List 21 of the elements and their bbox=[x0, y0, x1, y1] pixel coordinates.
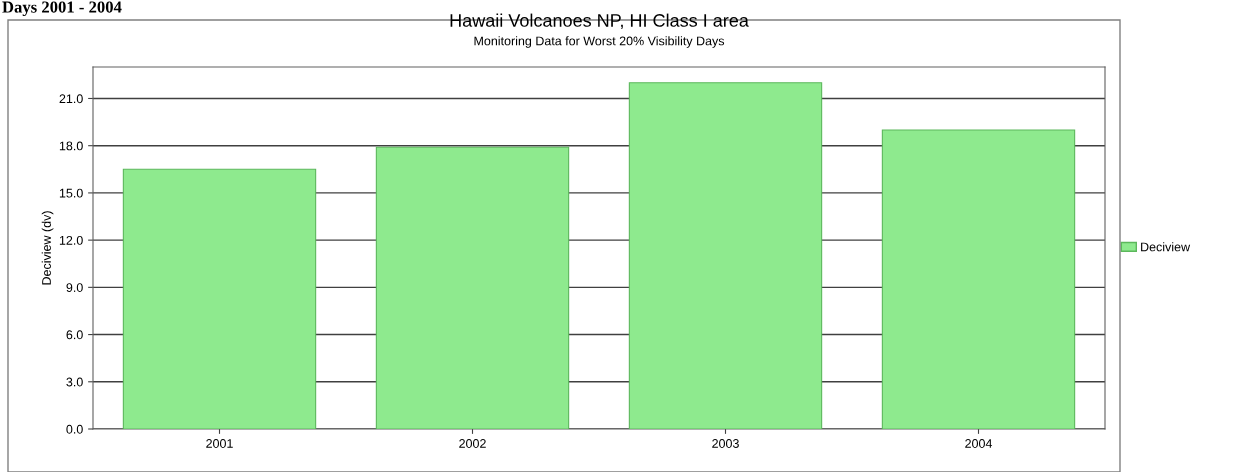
chart-subtitle: Monitoring Data for Worst 20% Visibility Days bbox=[474, 36, 725, 48]
x-tick-label: 2003 bbox=[712, 439, 739, 448]
y-tick-label: 15.0 bbox=[59, 188, 83, 198]
y-axis-title: Deciview (dv) bbox=[41, 211, 54, 285]
y-tick-label: 21.0 bbox=[59, 94, 83, 104]
y-tick-label: 18.0 bbox=[59, 141, 83, 151]
legend-label: Deciview bbox=[1141, 242, 1191, 252]
y-tick-label: 6.0 bbox=[66, 330, 83, 340]
text: Days 2001 - 2004 bbox=[2, 1, 122, 17]
x-tick-label: 2001 bbox=[206, 439, 233, 448]
x-tick-label: 2004 bbox=[965, 439, 993, 448]
bar bbox=[122, 168, 317, 429]
y-tick-label: 0.0 bbox=[66, 424, 83, 434]
y-tick-label: 9.0 bbox=[66, 283, 83, 292]
x-tick-label: 2002 bbox=[459, 439, 486, 448]
bar bbox=[881, 129, 1076, 429]
y-tick-label: 12.0 bbox=[59, 235, 83, 245]
bar bbox=[628, 82, 823, 429]
y-tick-label: 3.0 bbox=[66, 377, 83, 387]
bar bbox=[375, 146, 570, 429]
chart-title: Hawaii Volcanoes NP, HI Class I area bbox=[450, 13, 749, 29]
